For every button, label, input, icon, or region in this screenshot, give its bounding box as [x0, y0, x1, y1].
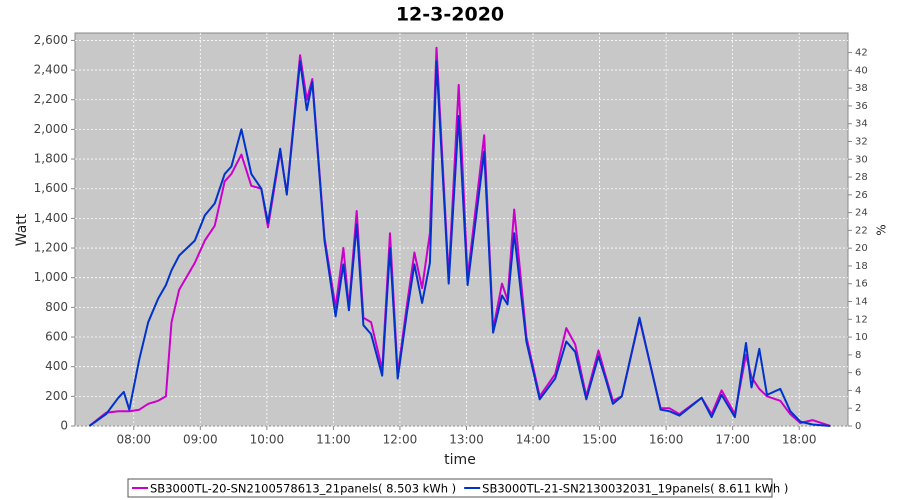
y2-axis-label: % [875, 224, 889, 235]
series-line [88, 60, 831, 427]
plot-area [74, 32, 849, 427]
y-tick-label: 1,600 [34, 181, 68, 195]
y2-tick-label: 36 [855, 101, 868, 112]
y2-tick-label: 20 [855, 243, 868, 254]
y2-tick-label: 0 [855, 421, 861, 432]
y2-tick-label: 26 [855, 190, 868, 201]
y2-tick-label: 14 [855, 297, 868, 308]
y-tick-label: 600 [45, 330, 68, 344]
y-tick-label: 1,800 [34, 152, 68, 166]
y2-tick-label: 40 [855, 65, 868, 76]
y2-tick-label: 34 [855, 119, 868, 130]
x-tick-label: 13:00 [449, 433, 484, 447]
y2-tick-label: 2 [855, 403, 861, 414]
y-tick-label: 800 [45, 300, 68, 314]
y2-tick-label: 16 [855, 279, 868, 290]
y2-tick-label: 12 [855, 314, 868, 325]
y2-tick-label: 38 [855, 83, 868, 94]
y2-tick-label: 6 [855, 368, 861, 379]
y-axis-label: Watt [14, 213, 30, 246]
y2-tick-label: 24 [855, 208, 868, 219]
legend-label: SB3000TL-20-SN2100578613_21panels( 8.503… [150, 482, 456, 496]
x-tick-label: 18:00 [782, 433, 817, 447]
x-tick-label: 14:00 [516, 433, 551, 447]
y-tick-label: 1,200 [34, 241, 68, 255]
x-tick-label: 09:00 [183, 433, 218, 447]
y-tick-label: 200 [45, 389, 68, 403]
y-tick-label: 0 [60, 419, 68, 433]
y-tick-label: 1,000 [34, 270, 68, 284]
y2-tick-label: 4 [855, 385, 861, 396]
x-tick-label: 10:00 [250, 433, 285, 447]
x-tick-label: 11:00 [316, 433, 351, 447]
y2-tick-label: 8 [855, 350, 861, 361]
y-tick-label: 2,200 [34, 92, 68, 106]
y2-tick-label: 32 [855, 136, 868, 147]
y-tick-label: 2,600 [34, 33, 68, 47]
x-tick-label: 16:00 [649, 433, 684, 447]
chart-title: 12-3-2020 [396, 4, 504, 26]
y2-tick-label: 22 [855, 225, 868, 236]
y2-tick-label: 30 [855, 154, 868, 165]
y2-tick-label: 28 [855, 172, 868, 183]
legend [127, 478, 773, 498]
y-tick-label: 2,000 [34, 122, 68, 136]
y-tick-label: 400 [45, 359, 68, 373]
y2-tick-label: 42 [855, 48, 868, 59]
y-tick-label: 1,400 [34, 211, 68, 225]
x-tick-label: 12:00 [383, 433, 418, 447]
x-tick-label: 17:00 [715, 433, 750, 447]
x-axis-label: time [444, 452, 476, 468]
x-tick-label: 08:00 [116, 433, 151, 447]
legend-label: SB3000TL-21-SN2130032031_19panels( 8.611… [482, 482, 788, 496]
x-tick-label: 15:00 [582, 433, 617, 447]
y-tick-label: 2,400 [34, 63, 68, 77]
y2-tick-label: 10 [855, 332, 868, 343]
y2-tick-label: 18 [855, 261, 868, 272]
